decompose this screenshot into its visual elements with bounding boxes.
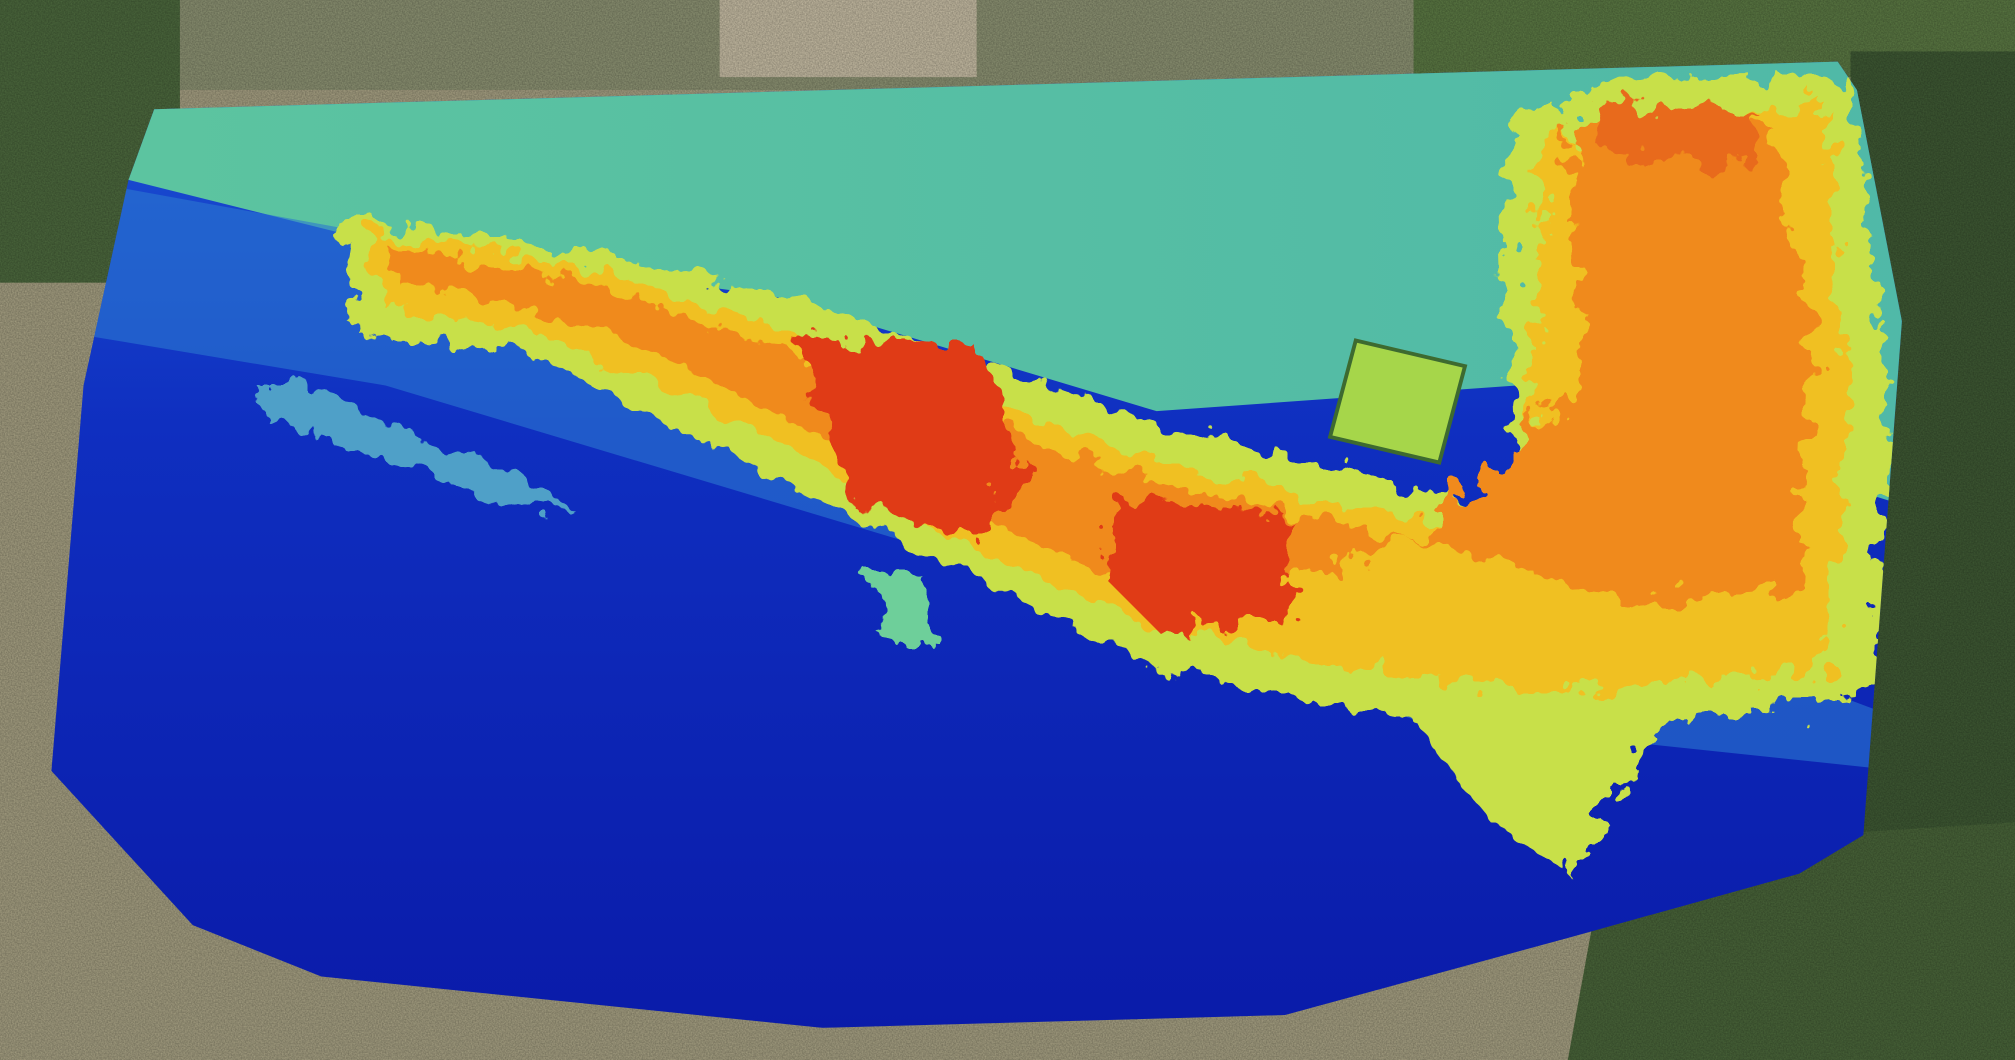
building-footprint — [1327, 338, 1468, 465]
